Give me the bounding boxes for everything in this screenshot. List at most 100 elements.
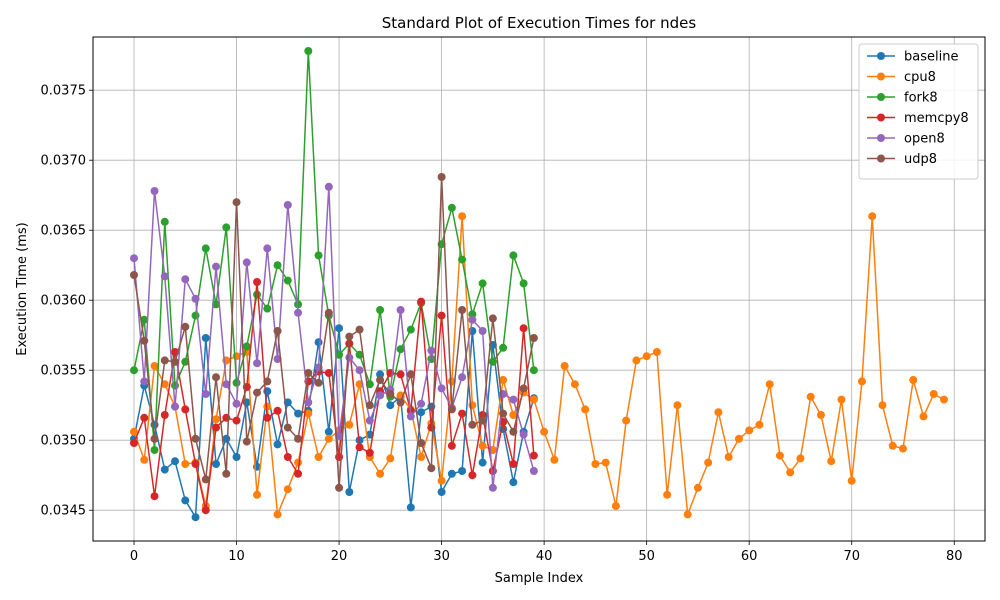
series-line-open8 [133, 186, 535, 489]
data-point-cpu8 [898, 444, 907, 453]
data-point-cpu8 [283, 485, 292, 494]
data-point-cpu8 [130, 427, 139, 436]
y-tick-label: 0.0375 [41, 84, 87, 99]
data-point-baseline [376, 370, 385, 379]
data-point-cpu8 [611, 502, 620, 510]
data-point-open8 [458, 373, 467, 382]
data-point-open8 [263, 244, 272, 253]
data-point-open8 [171, 402, 180, 411]
series-line-udp8 [133, 176, 535, 489]
data-point-cpu8 [786, 468, 795, 477]
data-point-cpu8 [939, 395, 948, 404]
x-tick-label: 50 [638, 549, 655, 564]
data-point-cpu8 [847, 476, 856, 485]
data-point-open8 [201, 390, 210, 398]
data-point-fork8 [519, 279, 528, 288]
data-point-baseline [478, 458, 487, 467]
data-point-memcpy8 [509, 460, 518, 468]
data-point-udp8 [273, 327, 282, 335]
data-point-open8 [212, 262, 221, 271]
x-tick-label: 70 [843, 549, 860, 564]
data-point-udp8 [242, 437, 251, 446]
legend-item-memcpy8: memcpy8 [867, 111, 969, 126]
data-point-open8 [529, 467, 538, 475]
data-point-open8 [488, 483, 497, 492]
data-point-fork8 [140, 315, 149, 324]
data-point-cpu8 [386, 454, 395, 463]
data-point-cpu8 [181, 460, 190, 468]
x-tick-label: 0 [130, 549, 138, 564]
x-tick-label: 10 [228, 549, 245, 564]
data-point-cpu8 [499, 376, 508, 384]
data-point-open8 [417, 399, 426, 408]
data-point-fork8 [263, 304, 272, 313]
axis-ticks: 0 10 20 30 40 50 60 70 80 0.0345 0.0350 0.0355 0.036… [41, 84, 963, 564]
data-point-baseline [160, 465, 169, 474]
data-point-udp8 [232, 198, 241, 207]
data-point-cpu8 [673, 401, 682, 410]
data-point-cpu8 [570, 380, 579, 389]
data-point-cpu8 [324, 434, 333, 443]
legend-marker [877, 52, 885, 60]
data-point-fork8 [499, 343, 508, 352]
data-point-udp8 [406, 370, 415, 379]
data-point-udp8 [130, 271, 139, 279]
data-point-fork8 [355, 350, 364, 359]
data-point-cpu8 [888, 441, 897, 450]
x-tick-label: 60 [741, 549, 758, 564]
data-point-baseline [509, 478, 518, 487]
data-point-cpu8 [693, 483, 702, 492]
data-point-memcpy8 [437, 311, 446, 320]
data-point-open8 [376, 391, 385, 400]
data-point-open8 [242, 258, 251, 267]
data-point-cpu8 [540, 427, 549, 436]
data-point-baseline [181, 496, 190, 505]
data-point-cpu8 [755, 420, 764, 429]
data-point-cpu8 [837, 395, 846, 404]
data-point-udp8 [519, 384, 528, 393]
data-point-udp8 [529, 334, 538, 342]
data-point-fork8 [396, 345, 405, 354]
data-point-memcpy8 [263, 413, 272, 422]
data-point-open8 [304, 398, 313, 407]
data-point-cpu8 [150, 362, 159, 370]
data-point-fork8 [222, 223, 231, 232]
legend-label: fork8 [904, 91, 938, 106]
data-point-baseline [201, 334, 210, 342]
series-open8 [130, 182, 538, 492]
data-point-baseline [458, 467, 467, 475]
data-point-udp8 [140, 336, 149, 345]
data-point-udp8 [447, 405, 456, 414]
legend-item-baseline: baseline [867, 50, 958, 65]
data-point-baseline [406, 503, 415, 512]
data-point-cpu8 [345, 420, 354, 429]
data-point-open8 [437, 384, 446, 393]
y-tick-label: 0.0350 [41, 434, 87, 449]
data-point-open8 [478, 327, 487, 335]
data-point-cpu8 [704, 458, 713, 467]
data-point-fork8 [314, 251, 323, 260]
data-point-cpu8 [529, 395, 538, 404]
data-point-fork8 [509, 251, 518, 260]
data-point-cpu8 [796, 454, 805, 463]
data-point-udp8 [171, 357, 180, 366]
data-point-fork8 [242, 342, 251, 351]
data-point-fork8 [458, 255, 467, 264]
data-point-fork8 [376, 306, 385, 314]
data-point-fork8 [130, 366, 139, 375]
data-point-fork8 [232, 378, 241, 387]
data-point-baseline [191, 513, 200, 522]
legend-item-fork8: fork8 [867, 91, 938, 106]
data-point-cpu8 [560, 362, 569, 370]
plot-frame [92, 36, 986, 542]
data-point-open8 [283, 201, 292, 209]
data-point-baseline [345, 488, 354, 496]
data-point-cpu8 [160, 380, 169, 389]
data-point-memcpy8 [519, 324, 528, 333]
legend-label: baseline [904, 50, 958, 65]
data-point-udp8 [458, 306, 467, 314]
data-point-memcpy8 [130, 439, 139, 447]
data-point-cpu8 [909, 376, 918, 384]
data-point-udp8 [212, 373, 221, 382]
series-line-memcpy8 [133, 281, 535, 511]
